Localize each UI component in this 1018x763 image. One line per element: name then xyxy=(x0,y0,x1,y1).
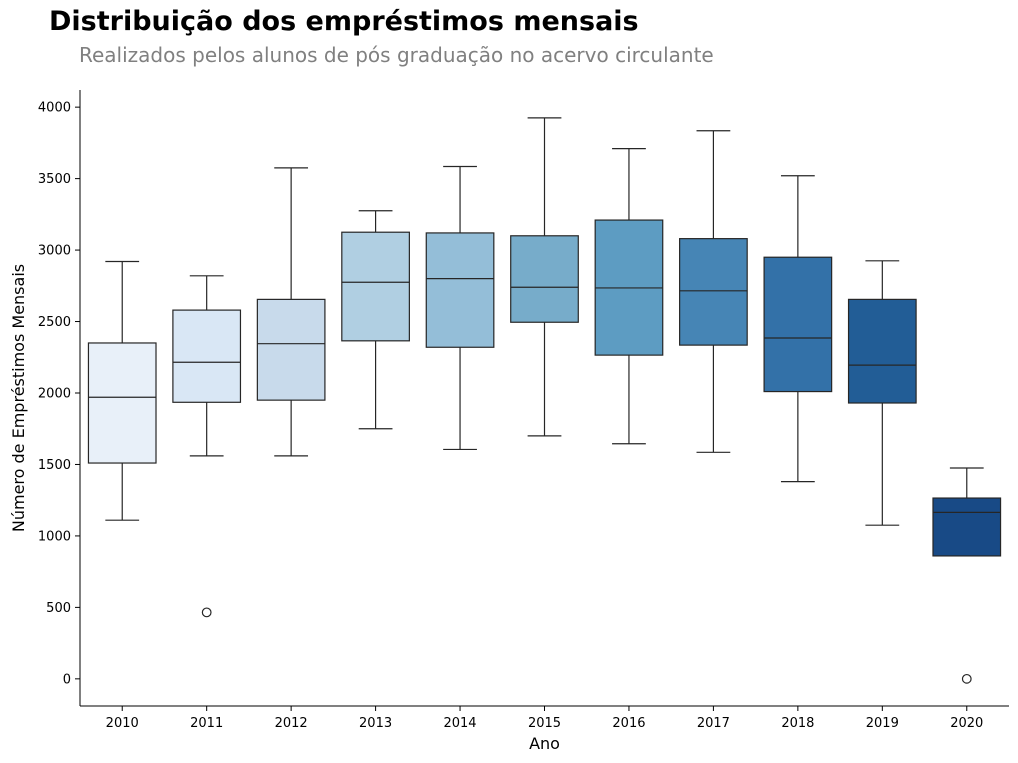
box-2017 xyxy=(679,130,748,453)
x-tick-label: 2014 xyxy=(443,716,476,731)
x-tick-label: 2018 xyxy=(781,716,814,731)
boxes-layer xyxy=(87,117,1002,684)
box-2010 xyxy=(87,260,157,521)
y-tick-label: 3000 xyxy=(38,244,71,259)
y-tick-label: 4000 xyxy=(38,101,71,116)
x-tick-label: 2015 xyxy=(528,716,561,731)
box-2015 xyxy=(510,117,579,437)
box-2018 xyxy=(763,175,833,483)
x-tick-label: 2017 xyxy=(697,716,730,731)
box-2011 xyxy=(172,275,242,618)
box-2013 xyxy=(341,210,410,430)
box-iqr xyxy=(341,231,410,342)
box-iqr xyxy=(932,497,1002,557)
box-2012 xyxy=(256,167,326,457)
x-tick-label: 2010 xyxy=(106,716,139,731)
y-tick-label: 1000 xyxy=(38,529,71,544)
x-tick-label: 2011 xyxy=(190,716,223,731)
y-axis-label: Número de Empréstimos Mensais xyxy=(9,264,28,532)
box-2020 xyxy=(932,467,1002,684)
x-tick-label: 2020 xyxy=(950,716,983,731)
box-iqr xyxy=(510,235,579,323)
x-tick-label: 2019 xyxy=(866,716,899,731)
x-tick-label: 2012 xyxy=(275,716,308,731)
box-iqr xyxy=(256,298,326,401)
box-iqr xyxy=(679,238,748,346)
y-tick-label: 1500 xyxy=(38,458,71,473)
x-axis-label: Ano xyxy=(529,734,560,753)
box-2019 xyxy=(847,260,917,526)
y-tick-label: 2500 xyxy=(38,315,71,330)
outlier-point xyxy=(201,607,212,618)
box-iqr xyxy=(172,309,242,403)
y-tick-label: 3500 xyxy=(38,172,71,187)
box-2016 xyxy=(594,147,664,445)
box-2014 xyxy=(425,165,495,451)
chart-title: Distribuição dos empréstimos mensais xyxy=(49,6,639,37)
x-tick-label: 2016 xyxy=(612,716,645,731)
box-iqr xyxy=(87,342,157,464)
outlier-point xyxy=(961,673,972,684)
box-iqr xyxy=(847,298,917,404)
axes-layer: 0 500 1000 1500 2000 2500 3000 3500 4000 2010 2011… xyxy=(38,90,1009,731)
x-tick-label: 2013 xyxy=(359,716,392,731)
y-tick-label: 0 xyxy=(63,672,71,687)
box-iqr xyxy=(425,232,495,348)
chart-subtitle: Realizados pelos alunos de pós graduação… xyxy=(79,43,714,67)
box-iqr xyxy=(763,256,833,393)
y-tick-label: 2000 xyxy=(38,386,71,401)
y-tick-label: 500 xyxy=(46,601,71,616)
